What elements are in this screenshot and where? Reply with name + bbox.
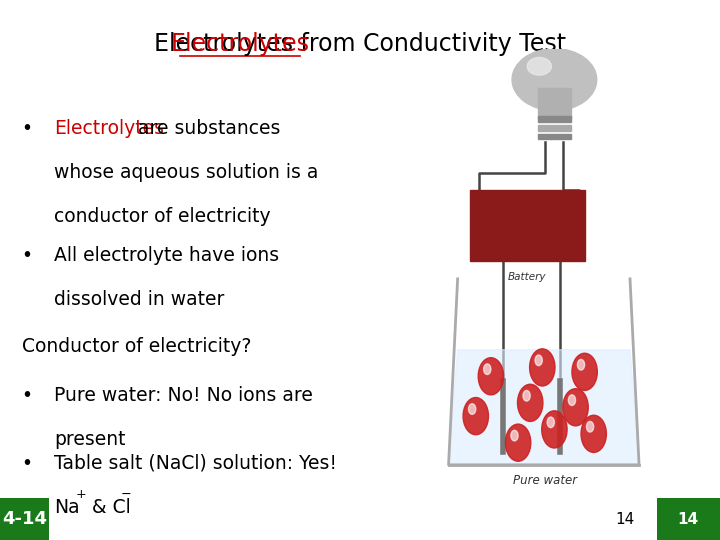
Circle shape xyxy=(511,430,518,441)
FancyBboxPatch shape xyxy=(657,498,720,540)
Text: Table salt (NaCl) solution: Yes!: Table salt (NaCl) solution: Yes! xyxy=(54,454,337,472)
Circle shape xyxy=(587,421,594,432)
Circle shape xyxy=(523,390,530,401)
Text: Electrolytes: Electrolytes xyxy=(171,32,310,56)
Text: •: • xyxy=(22,246,32,265)
Circle shape xyxy=(572,353,598,390)
Circle shape xyxy=(505,424,531,461)
Circle shape xyxy=(518,384,543,421)
Text: •: • xyxy=(22,386,32,405)
Circle shape xyxy=(484,364,491,375)
Bar xyxy=(469,190,585,261)
Ellipse shape xyxy=(512,49,597,111)
Text: •: • xyxy=(22,454,32,472)
Circle shape xyxy=(469,404,476,414)
Circle shape xyxy=(577,360,585,370)
Text: dissolved in water: dissolved in water xyxy=(54,290,225,309)
Circle shape xyxy=(535,355,542,366)
Circle shape xyxy=(478,357,503,395)
Circle shape xyxy=(463,397,488,435)
Text: All electrolyte have ions: All electrolyte have ions xyxy=(54,246,279,265)
Text: −: − xyxy=(120,488,131,501)
Bar xyxy=(538,116,571,122)
Text: 14: 14 xyxy=(616,512,634,527)
Ellipse shape xyxy=(527,57,552,75)
Text: +: + xyxy=(76,488,86,501)
Polygon shape xyxy=(449,350,639,465)
Text: are substances: are substances xyxy=(132,119,280,138)
Text: whose aqueous solution is a: whose aqueous solution is a xyxy=(54,163,318,182)
Text: conductor of electricity: conductor of electricity xyxy=(54,207,271,226)
Text: 14: 14 xyxy=(678,512,699,527)
Bar xyxy=(538,89,571,119)
Text: Electrolytes: Electrolytes xyxy=(54,119,164,138)
Text: 4-14: 4-14 xyxy=(2,510,47,529)
Bar xyxy=(538,134,571,139)
Text: Battery: Battery xyxy=(508,272,546,282)
Text: present: present xyxy=(54,430,125,449)
Text: Conductor of electricity?: Conductor of electricity? xyxy=(22,338,251,356)
Text: Electrolytes from Conductivity Test: Electrolytes from Conductivity Test xyxy=(154,32,566,56)
Text: Pure water: Pure water xyxy=(513,474,577,487)
Circle shape xyxy=(547,417,554,428)
Bar xyxy=(538,125,571,131)
Text: Pure water: No! No ions are: Pure water: No! No ions are xyxy=(54,386,313,405)
Circle shape xyxy=(541,411,567,448)
Circle shape xyxy=(530,349,555,386)
Text: •: • xyxy=(22,119,32,138)
Circle shape xyxy=(563,389,588,426)
Text: & Cl: & Cl xyxy=(86,498,130,517)
Circle shape xyxy=(568,395,575,406)
Text: Na: Na xyxy=(54,498,80,517)
Circle shape xyxy=(581,415,606,453)
FancyBboxPatch shape xyxy=(0,498,49,540)
